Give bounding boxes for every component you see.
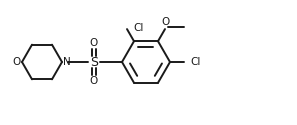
Text: O: O [90,38,98,48]
Text: O: O [161,17,169,27]
Text: O: O [90,76,98,86]
Text: Cl: Cl [133,23,143,33]
Text: Cl: Cl [190,57,200,67]
Text: N: N [64,57,71,67]
Text: S: S [90,56,98,68]
Text: O: O [12,57,20,67]
